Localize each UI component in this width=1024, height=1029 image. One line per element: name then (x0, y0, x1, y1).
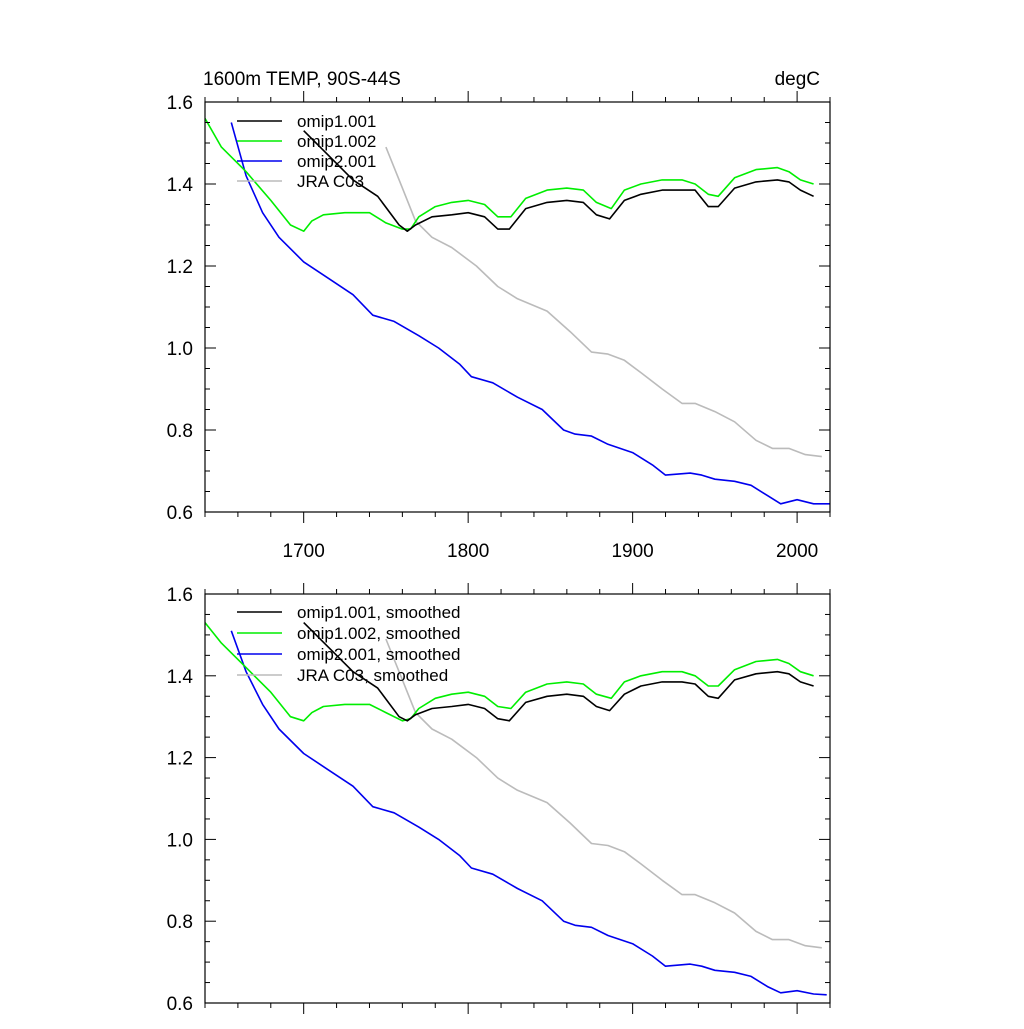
y-tick-label: 0.6 (167, 994, 193, 1015)
units-label: degC (775, 69, 820, 90)
series-line-jra-c03-smoothed (385, 638, 822, 949)
y-tick-label: 1.0 (167, 339, 193, 360)
series-line-omip2-001-smoothed (230, 630, 827, 996)
legend-label: omip1.002, smoothed (297, 624, 461, 643)
y-tick-label: 1.2 (167, 749, 193, 770)
chart-title: 1600m TEMP, 90S-44S (203, 69, 401, 90)
series-line-omip1-001 (303, 130, 814, 232)
y-tick-label: 0.6 (167, 503, 193, 524)
y-tick-label: 0.8 (167, 912, 193, 933)
series-line-jra-c03 (385, 146, 822, 458)
y-tick-label: 1.6 (167, 585, 193, 606)
series-group (205, 622, 827, 996)
panel-1: 0.6 0.8 1.0 1.2 1.4 1.6 1700 1800 1900 2000 1600m … (167, 69, 831, 562)
legend: omip1.001, smoothed omip1.002, smoothed om… (237, 603, 461, 685)
y-tick-label: 1.0 (167, 830, 193, 851)
series-line-omip1-002-smoothed (205, 622, 814, 722)
x-tick-label: 1900 (611, 541, 653, 562)
y-tick-label: 1.4 (167, 175, 194, 196)
legend-label: omip2.001, smoothed (297, 645, 461, 664)
legend-label: omip1.002 (297, 132, 376, 151)
x-tick-label: 1700 (283, 541, 325, 562)
legend-label: omip2.001 (297, 152, 376, 171)
x-tick-label: 1800 (447, 541, 489, 562)
legend-label: omip1.001, smoothed (297, 603, 461, 622)
y-tick-label: 1.6 (167, 93, 193, 114)
legend-label: JRA C03, smoothed (297, 666, 448, 685)
legend-label: JRA C03 (297, 172, 364, 191)
series-group (205, 118, 830, 505)
series-line-omip1-001-smoothed (303, 622, 814, 722)
x-tick-label: 2000 (776, 541, 818, 562)
legend-label: omip1.001 (297, 112, 376, 131)
y-tick-label: 0.8 (167, 421, 193, 442)
series-line-omip2-001 (230, 122, 830, 505)
y-tick-label: 1.2 (167, 257, 193, 278)
series-line-omip1-002 (205, 118, 814, 232)
y-tick-label: 1.4 (167, 667, 194, 688)
